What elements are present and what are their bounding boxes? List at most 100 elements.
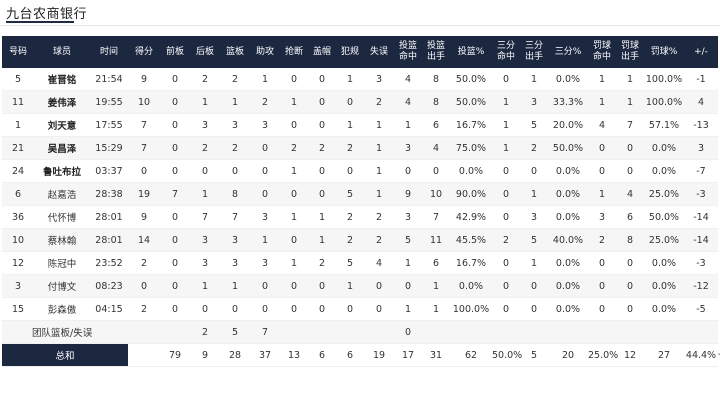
column-header[interactable]: 前板 — [160, 36, 190, 68]
table-cell: 0 — [422, 159, 450, 183]
table-cell: 0 — [308, 159, 336, 183]
column-header[interactable]: 三分% — [548, 36, 588, 68]
column-header-label: 命中 — [398, 52, 417, 62]
table-cell: 4 — [394, 90, 422, 114]
table-cell: 3 — [220, 113, 250, 137]
table-cell: 2 — [308, 136, 336, 160]
table-cell: 2 — [128, 297, 160, 321]
player-name-link[interactable]: 吴昌泽 — [34, 136, 90, 160]
column-header[interactable]: 后板 — [190, 36, 220, 68]
table-cell: 0.0% — [548, 68, 588, 91]
table-cell: 3 — [190, 228, 220, 252]
table-cell: 1 — [336, 113, 364, 137]
table-cell: 3 — [684, 136, 718, 160]
table-cell — [616, 320, 644, 344]
player-name-link[interactable]: 彭森傲 — [34, 297, 90, 321]
team-tab[interactable]: 九台农商银行 — [6, 7, 88, 22]
column-header[interactable]: 抢断 — [280, 36, 308, 68]
table-cell: 0 — [492, 182, 520, 206]
table-cell: 1 — [520, 182, 548, 206]
table-cell: 0 — [520, 274, 548, 298]
table-cell: 25.0% — [588, 343, 618, 367]
column-header[interactable]: 三分 出手 — [520, 36, 548, 68]
table-cell: 9 — [128, 68, 160, 91]
column-header-label: 投篮 — [426, 41, 445, 51]
table-cell: 19:55 — [90, 90, 128, 114]
table-cell: 3 — [364, 68, 394, 91]
column-header-label: 罚球 — [620, 41, 639, 51]
column-header[interactable]: 投篮 命中 — [394, 36, 422, 68]
column-header[interactable]: 失误 — [364, 36, 394, 68]
player-name-link[interactable]: 蔡林翰 — [34, 228, 90, 252]
table-cell: 0 — [160, 297, 190, 321]
table-cell: 28:01 — [90, 228, 128, 252]
player-name-link[interactable]: 刘天意 — [34, 113, 90, 137]
table-cell: 3 — [190, 113, 220, 137]
table-cell: 0.0% — [548, 274, 588, 298]
player-name-link[interactable]: 崔晋铭 — [34, 68, 90, 91]
table-cell: 0 — [280, 68, 308, 91]
table-cell: 0 — [250, 182, 280, 206]
table-cell: 8 — [616, 228, 644, 252]
column-header[interactable]: 助攻 — [250, 36, 280, 68]
table-cell: 6 — [422, 113, 450, 137]
table-cell: 1 — [394, 251, 422, 275]
table-cell: 03:37 — [90, 159, 128, 183]
table-cell: 3 — [250, 205, 280, 229]
column-header[interactable]: 犯规 — [336, 36, 364, 68]
column-header[interactable]: 罚球 命中 — [588, 36, 616, 68]
table-cell: 0 — [394, 320, 422, 344]
table-cell: 0 — [220, 159, 250, 183]
table-cell: 0 — [308, 90, 336, 114]
table-cell: 0 — [588, 274, 616, 298]
table-cell: 2 — [336, 205, 364, 229]
table-cell: 2 — [336, 136, 364, 160]
table-cell: 44.4% — [684, 343, 718, 367]
table-cell: 0 — [394, 159, 422, 183]
player-name-link[interactable]: 鲁吐布拉 — [34, 159, 90, 183]
table-cell: 08:23 — [90, 274, 128, 298]
table-cell: 3 — [394, 136, 422, 160]
table-cell: 3 — [520, 205, 548, 229]
table-cell: 0.0% — [644, 136, 684, 160]
player-name-link[interactable]: 赵嘉浩 — [34, 182, 90, 206]
column-header-label: 篮板 — [225, 46, 244, 57]
table-cell: 1 — [220, 274, 250, 298]
column-header[interactable]: 投篮% — [450, 36, 492, 68]
column-header[interactable]: +/- — [684, 36, 718, 68]
table-cell: 0 — [492, 159, 520, 183]
table-cell: 2 — [250, 90, 280, 114]
column-header[interactable]: 盖帽 — [308, 36, 336, 68]
column-header-label: 抢断 — [284, 46, 303, 57]
column-header[interactable]: 球员 — [34, 36, 90, 68]
table-cell: 0 — [616, 274, 644, 298]
table-row: 15 彭森傲 04:15 2 0 0 0 0 0 0 0 0 1 1 100.0% 0 0 0.0% 0 0 0.0% -… — [2, 297, 718, 321]
player-name-link[interactable]: 付博文 — [34, 274, 90, 298]
table-cell: 0 — [190, 159, 220, 183]
player-name-link[interactable]: 代怀博 — [34, 205, 90, 229]
table-cell: 50.0% — [644, 205, 684, 229]
column-header[interactable]: 时间 — [90, 36, 128, 68]
column-header[interactable]: 罚球 出手 — [616, 36, 644, 68]
table-cell: 0 — [588, 159, 616, 183]
table-cell: 0.0% — [548, 251, 588, 275]
table-cell: 7 — [422, 205, 450, 229]
column-header[interactable]: 篮板 — [220, 36, 250, 68]
table-cell: 16.7% — [450, 251, 492, 275]
table-cell: 5 — [394, 228, 422, 252]
table-cell: 0 — [492, 297, 520, 321]
column-header[interactable]: 投篮 出手 — [422, 36, 450, 68]
column-header[interactable]: 三分 命中 — [492, 36, 520, 68]
table-row: 6 赵嘉浩 28:38 19 7 1 8 0 0 0 5 1 9 10 90.0% 0 1 0.0% 1 4 25.0%… — [2, 182, 718, 206]
table-cell: 5 — [520, 343, 548, 367]
table-cell: 11 — [2, 90, 34, 114]
player-name-link[interactable]: 陈冠中 — [34, 251, 90, 275]
table-cell: 0 — [492, 251, 520, 275]
column-header-label: 三分% — [554, 46, 582, 57]
column-header[interactable]: 得分 — [128, 36, 160, 68]
column-header[interactable]: 罚球% — [644, 36, 684, 68]
table-cell: 20 — [548, 343, 588, 367]
table-cell — [308, 320, 336, 344]
column-header[interactable]: 号码 — [2, 36, 34, 68]
player-name-link[interactable]: 姜伟泽 — [34, 90, 90, 114]
